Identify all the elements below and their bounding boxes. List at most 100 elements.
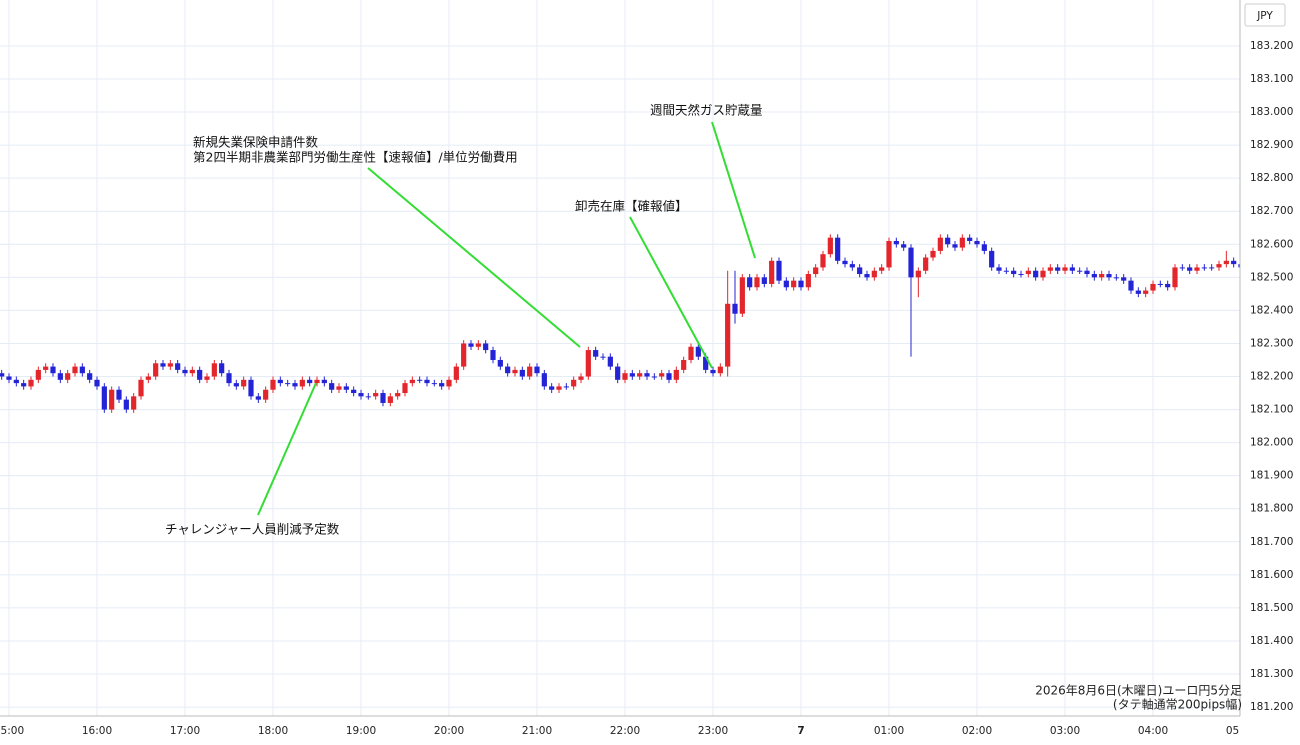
candle-body [439, 383, 445, 387]
candle-body [1077, 270, 1083, 272]
candle-body [1143, 290, 1149, 294]
candles [0, 234, 1244, 413]
candle-body [1179, 267, 1185, 269]
annotation-label: 週間天然ガス貯蔵量 [650, 103, 763, 118]
x-tick-label: 02:00 [962, 725, 992, 737]
candle-body [79, 366, 85, 374]
candle-body [395, 393, 401, 397]
candle-body [915, 270, 921, 278]
candle-body [512, 369, 518, 374]
y-tick-label: 182.600 [1250, 238, 1293, 250]
candle-body [299, 379, 305, 387]
candle-body [417, 379, 423, 381]
price-axis-panel [1240, 0, 1300, 745]
candle-body [87, 373, 93, 380]
candle-body [1069, 267, 1075, 271]
candle-body [94, 379, 100, 387]
candle-body [952, 244, 958, 248]
annotation-connector [629, 216, 713, 369]
candle-body [842, 260, 848, 265]
candle-body [556, 386, 562, 390]
candle-body [358, 393, 364, 397]
candle-body [1011, 270, 1017, 275]
candle-body [57, 373, 63, 380]
candle-body [1091, 274, 1097, 278]
candle-body [820, 254, 826, 268]
x-tick-label: 01:00 [874, 725, 904, 737]
candle-body [35, 369, 41, 380]
candle-body [307, 379, 313, 384]
candle-body [475, 343, 481, 347]
candle-body [901, 244, 907, 248]
candle-body [219, 363, 225, 374]
x-tick-label: 22:00 [610, 725, 640, 737]
candle-body [629, 373, 635, 377]
candle-body [637, 373, 643, 377]
candle-body [1223, 260, 1229, 265]
y-tick-label: 181.400 [1250, 635, 1293, 647]
y-tick-label: 182.900 [1250, 139, 1293, 151]
x-tick-label: 16:00 [82, 725, 112, 737]
candle-body [189, 369, 195, 374]
candle-body [197, 369, 203, 380]
candle-body [409, 379, 415, 384]
candle-body [1047, 267, 1053, 271]
x-tick-label: 15:00 [0, 725, 24, 737]
candle-body [175, 363, 181, 370]
chart-note: (タテ軸通常200pips幅) [1113, 697, 1242, 712]
candle-body [527, 366, 533, 377]
candle-body [813, 267, 819, 275]
y-axis: 181.200 181.300 181.400 181.500 181.600 181.7… [1250, 40, 1293, 713]
y-tick-label: 181.500 [1250, 602, 1293, 614]
candle-body [50, 366, 56, 374]
candle-body [622, 373, 628, 380]
candle-body [1062, 267, 1068, 271]
candle-body [805, 274, 811, 288]
candle-body [791, 280, 797, 288]
x-axis: 15:00 16:00 17:00 18:00 19:00 20:00 21:00 22:00… [0, 725, 1256, 737]
candle-body [585, 350, 591, 377]
candle-body [72, 366, 78, 374]
candle-body [644, 373, 650, 377]
y-tick-label: 183.000 [1250, 106, 1293, 118]
candle-body [747, 277, 753, 288]
candle-body [351, 389, 357, 394]
y-tick-label: 181.300 [1250, 668, 1293, 680]
y-tick-label: 182.500 [1250, 271, 1293, 283]
candle-body [1231, 260, 1237, 265]
candle-body [505, 366, 511, 374]
candle-body [827, 237, 833, 255]
candle-body [13, 379, 19, 384]
candle-body [945, 237, 951, 245]
candle-body [248, 379, 254, 397]
candle-body [490, 350, 496, 360]
candle-body [343, 386, 349, 390]
candle-body [263, 389, 269, 400]
candle-body [431, 383, 437, 385]
x-tick-label: 17:00 [170, 725, 200, 737]
y-tick-label: 183.100 [1250, 73, 1293, 85]
candle-body [886, 240, 892, 268]
candle-body [468, 343, 474, 347]
candle-body [710, 369, 716, 374]
candle-body [1135, 290, 1141, 294]
candle-body [1209, 267, 1215, 269]
y-tick-label: 182.300 [1250, 337, 1293, 349]
candle-body [424, 379, 430, 384]
x-tick-label: 03:00 [1050, 725, 1080, 737]
y-tick-label: 182.000 [1250, 437, 1293, 449]
chart-note: 2026年8月6日(木曜日)ユーロ円5分足 [1035, 684, 1242, 698]
y-tick-label: 181.700 [1250, 536, 1293, 548]
candle-body [1128, 280, 1134, 291]
candle-body [270, 379, 276, 390]
candle-body [967, 237, 973, 241]
candle-body [849, 264, 855, 268]
candle-body [1040, 270, 1046, 278]
candle-body [857, 267, 863, 275]
y-tick-label: 182.700 [1250, 205, 1293, 217]
y-tick-label: 181.800 [1250, 503, 1293, 515]
candle-body [182, 369, 188, 374]
candle-body [43, 366, 49, 370]
y-tick-label: 181.600 [1250, 569, 1293, 581]
